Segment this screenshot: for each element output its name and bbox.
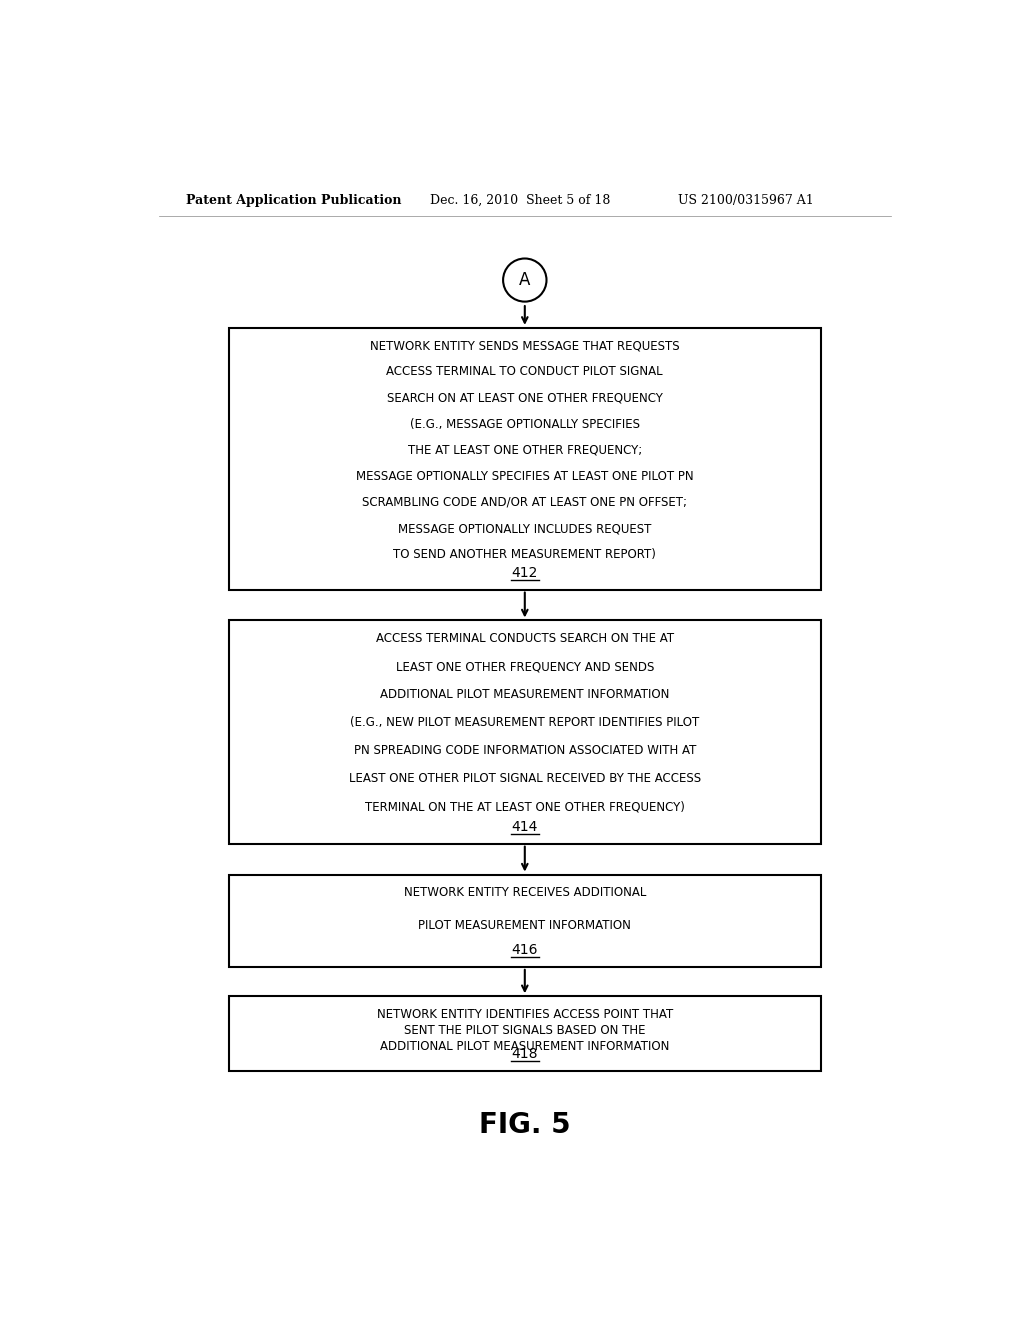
Text: NETWORK ENTITY RECEIVES ADDITIONAL: NETWORK ENTITY RECEIVES ADDITIONAL [403,886,646,899]
Text: TO SEND ANOTHER MEASUREMENT REPORT): TO SEND ANOTHER MEASUREMENT REPORT) [393,548,656,561]
Text: (E.G., NEW PILOT MEASUREMENT REPORT IDENTIFIES PILOT: (E.G., NEW PILOT MEASUREMENT REPORT IDEN… [350,717,699,729]
Text: SCRAMBLING CODE AND/OR AT LEAST ONE PN OFFSET;: SCRAMBLING CODE AND/OR AT LEAST ONE PN O… [362,496,687,510]
Text: (E.G., MESSAGE OPTIONALLY SPECIFIES: (E.G., MESSAGE OPTIONALLY SPECIFIES [410,417,640,430]
Text: FIG. 5: FIG. 5 [479,1110,570,1139]
Text: NETWORK ENTITY SENDS MESSAGE THAT REQUESTS: NETWORK ENTITY SENDS MESSAGE THAT REQUES… [370,339,680,352]
Text: ADDITIONAL PILOT MEASUREMENT INFORMATION: ADDITIONAL PILOT MEASUREMENT INFORMATION [380,688,670,701]
Text: 416: 416 [512,942,538,957]
Text: PILOT MEASUREMENT INFORMATION: PILOT MEASUREMENT INFORMATION [419,919,631,932]
Text: 418: 418 [512,1047,538,1061]
FancyBboxPatch shape [228,875,821,966]
Text: THE AT LEAST ONE OTHER FREQUENCY;: THE AT LEAST ONE OTHER FREQUENCY; [408,444,642,457]
Text: 414: 414 [512,820,538,834]
Text: ADDITIONAL PILOT MEASUREMENT INFORMATION: ADDITIONAL PILOT MEASUREMENT INFORMATION [380,1040,670,1052]
FancyBboxPatch shape [228,997,821,1071]
Text: SEARCH ON AT LEAST ONE OTHER FREQUENCY: SEARCH ON AT LEAST ONE OTHER FREQUENCY [387,392,663,404]
Text: SENT THE PILOT SIGNALS BASED ON THE: SENT THE PILOT SIGNALS BASED ON THE [404,1023,645,1036]
Text: 412: 412 [512,566,538,579]
FancyBboxPatch shape [228,620,821,843]
Text: PN SPREADING CODE INFORMATION ASSOCIATED WITH AT: PN SPREADING CODE INFORMATION ASSOCIATED… [353,744,696,758]
Text: ACCESS TERMINAL CONDUCTS SEARCH ON THE AT: ACCESS TERMINAL CONDUCTS SEARCH ON THE A… [376,632,674,645]
Text: MESSAGE OPTIONALLY INCLUDES REQUEST: MESSAGE OPTIONALLY INCLUDES REQUEST [398,521,651,535]
Text: Dec. 16, 2010  Sheet 5 of 18: Dec. 16, 2010 Sheet 5 of 18 [430,194,610,207]
Text: LEAST ONE OTHER PILOT SIGNAL RECEIVED BY THE ACCESS: LEAST ONE OTHER PILOT SIGNAL RECEIVED BY… [349,772,700,785]
Text: US 2100/0315967 A1: US 2100/0315967 A1 [678,194,814,207]
Text: A: A [519,271,530,289]
FancyBboxPatch shape [228,327,821,590]
Text: NETWORK ENTITY IDENTIFIES ACCESS POINT THAT: NETWORK ENTITY IDENTIFIES ACCESS POINT T… [377,1007,673,1020]
Text: MESSAGE OPTIONALLY SPECIFIES AT LEAST ONE PILOT PN: MESSAGE OPTIONALLY SPECIFIES AT LEAST ON… [356,470,693,483]
Text: TERMINAL ON THE AT LEAST ONE OTHER FREQUENCY): TERMINAL ON THE AT LEAST ONE OTHER FREQU… [365,800,685,813]
Text: Patent Application Publication: Patent Application Publication [186,194,401,207]
Text: ACCESS TERMINAL TO CONDUCT PILOT SIGNAL: ACCESS TERMINAL TO CONDUCT PILOT SIGNAL [386,366,664,379]
Text: LEAST ONE OTHER FREQUENCY AND SENDS: LEAST ONE OTHER FREQUENCY AND SENDS [395,660,654,673]
